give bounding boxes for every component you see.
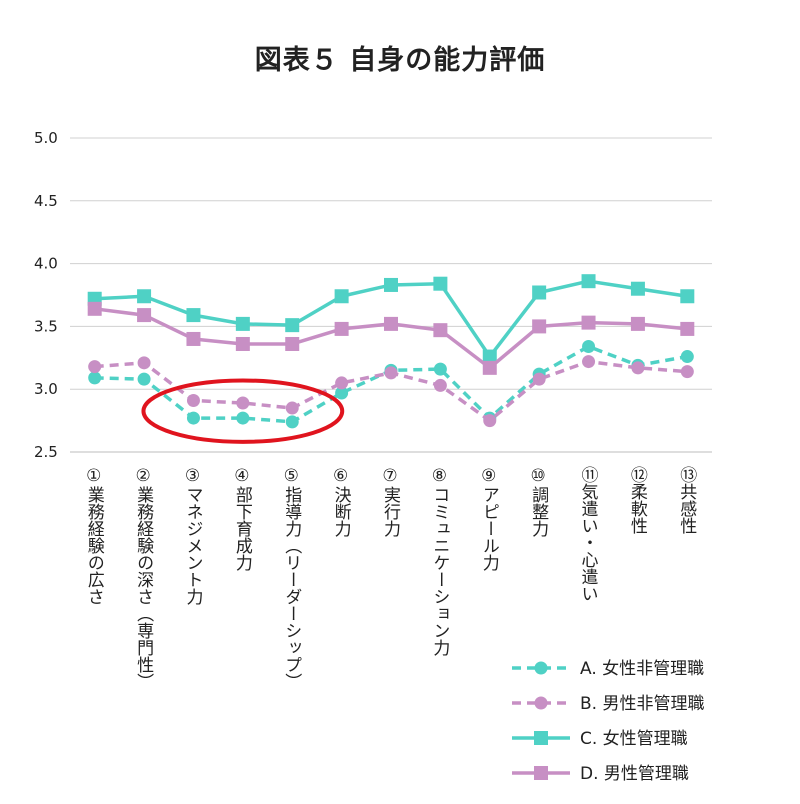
data-point (532, 319, 547, 334)
data-point (532, 285, 547, 300)
x-tick-label: ⑫柔軟性 (627, 466, 648, 534)
series-2 (88, 355, 694, 428)
data-point (285, 336, 300, 351)
legend-item: A. 女性非管理職 (512, 659, 704, 679)
y-tick-label: 4.0 (34, 255, 58, 273)
x-tick-label: ⑨アピール力 (479, 466, 500, 571)
data-point (630, 316, 645, 331)
y-tick-label: 3.5 (34, 317, 58, 335)
data-point (680, 321, 695, 336)
x-tick-label: ⑥決断力 (331, 466, 352, 537)
gridlines (70, 137, 712, 453)
chart-title: 図表５ 自身の能力評価 (254, 45, 546, 76)
x-tick-label: ⑦実行力 (380, 466, 401, 537)
y-tick-label: 3.0 (34, 380, 58, 398)
x-tick-label: ⑩調整力 (528, 466, 549, 537)
x-axis-labels: ①業務経験の広さ ②業務経験の深さ（専門性） ③マネジメント力 ④部下育成力 ⑤指導力（… (84, 466, 697, 690)
data-point (285, 415, 299, 429)
y-axis-ticks: 2.5 3.0 3.5 4.0 4.5 5.0 (34, 129, 58, 461)
data-point (384, 316, 398, 331)
series-line (94, 344, 688, 424)
legend-marker (534, 661, 548, 675)
data-point (384, 366, 398, 380)
data-point (137, 289, 152, 304)
data-point (433, 362, 447, 376)
y-tick-label: 4.5 (34, 192, 58, 210)
data-point (680, 289, 695, 304)
annotation-layer (141, 378, 345, 444)
data-point (433, 276, 448, 291)
data-point (532, 372, 546, 386)
highlight-ellipse (141, 378, 345, 444)
legend-label: B. 男性非管理職 (580, 694, 704, 714)
data-point (335, 386, 349, 400)
data-point (680, 365, 694, 379)
x-tick-label: ⑪気遣い・心遣い (578, 466, 599, 602)
data-point (582, 355, 596, 369)
data-point (87, 301, 102, 316)
data-point (631, 361, 645, 375)
data-point (236, 411, 250, 425)
data-point (137, 372, 151, 386)
data-point (384, 277, 398, 292)
data-point (630, 281, 645, 296)
data-point (335, 376, 349, 390)
legend-item: C. 女性管理職 (512, 729, 688, 749)
legend-marker (534, 766, 548, 780)
data-point (433, 378, 447, 392)
data-point (680, 350, 694, 364)
data-point (482, 349, 497, 364)
legend-label: D. 男性管理職 (580, 764, 689, 784)
x-tick-label: ④部下育成力 (232, 466, 253, 571)
data-point (186, 394, 200, 408)
data-point (433, 323, 448, 338)
legend-item: D. 男性管理職 (512, 764, 689, 784)
data-point (285, 318, 300, 333)
data-point (137, 356, 151, 370)
data-point (582, 339, 596, 353)
data-point (581, 315, 596, 330)
series-1 (88, 339, 694, 429)
data-point (186, 411, 200, 425)
data-point (137, 308, 152, 323)
data-point (581, 274, 596, 289)
data-point (334, 289, 349, 304)
x-tick-label: ⑧コミュニケーション力 (429, 466, 450, 656)
legend: A. 女性非管理職 B. 男性非管理職 C. 女性管理職 D. 男性管理職 (512, 659, 704, 784)
data-point (482, 360, 497, 375)
legend-marker (534, 696, 548, 710)
data-point (186, 331, 201, 346)
legend-label: C. 女性管理職 (580, 729, 688, 749)
legend-marker (534, 731, 548, 745)
data-point (88, 371, 102, 385)
series-layer (87, 274, 695, 429)
x-tick-label: ①業務経験の広さ (84, 466, 105, 605)
x-tick-label: ⑤指導力（リーダーシップ） (281, 466, 302, 690)
data-point (186, 308, 201, 323)
data-point (236, 396, 250, 410)
x-tick-label: ②業務経験の深さ（専門性） (133, 466, 154, 690)
data-point (235, 336, 250, 351)
data-point (88, 360, 102, 374)
series-4 (87, 301, 695, 375)
series-3 (87, 274, 695, 364)
y-tick-label: 5.0 (34, 129, 58, 147)
data-point (483, 414, 497, 428)
data-point (334, 321, 349, 336)
legend-item: B. 男性非管理職 (512, 694, 704, 714)
legend-label: A. 女性非管理職 (580, 659, 704, 679)
x-tick-label: ③マネジメント力 (182, 466, 203, 605)
data-point (285, 401, 299, 415)
data-point (235, 316, 250, 331)
x-tick-label: ⑬共感性 (676, 466, 697, 534)
y-tick-label: 2.5 (34, 443, 58, 461)
